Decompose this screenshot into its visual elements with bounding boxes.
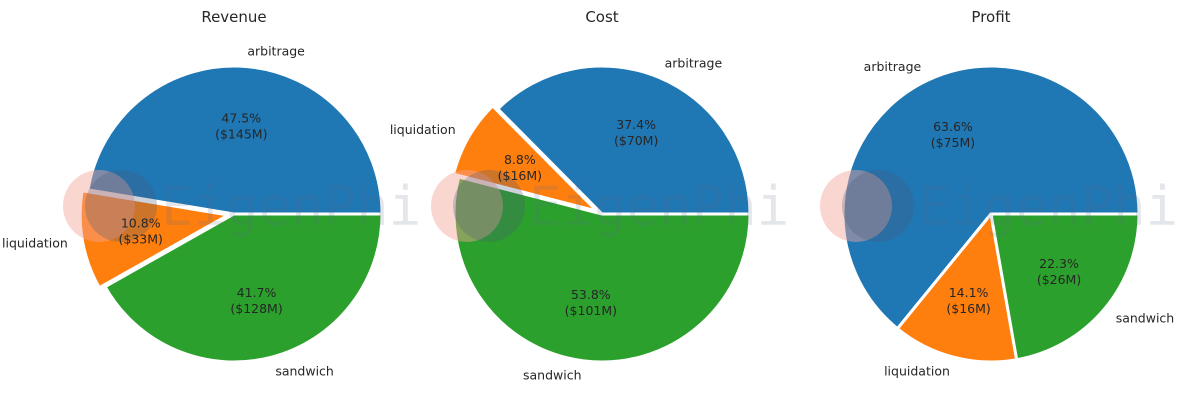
chart-title: Cost (585, 8, 618, 26)
pie-slices (452, 64, 752, 364)
chart-title: Profit (971, 8, 1010, 26)
pie-labels: arbitrage 63.6%($75M) liquidation 14.1%($16… (864, 59, 1175, 379)
category-label-arbitrage: arbitrage (864, 59, 922, 74)
percent-label-liquidation: 8.8% (504, 152, 536, 167)
pie-slice-sandwich (452, 175, 752, 364)
value-label-sandwich: ($26M) (1037, 272, 1081, 287)
percent-label-liquidation: 14.1% (949, 285, 989, 300)
pie-slice-sandwich (103, 212, 384, 364)
value-label-arbitrage: ($70M) (614, 133, 658, 148)
pie-slice-liquidation (78, 189, 230, 290)
value-label-liquidation: ($16M) (498, 168, 542, 183)
category-label-liquidation: liquidation (884, 364, 950, 379)
watermark: EigenPhi (431, 170, 789, 242)
pie-labels: arbitrage 47.5%($145M) liquidation 10.8%($3… (2, 44, 334, 379)
watermark: EigenPhi (820, 170, 1178, 242)
category-label-sandwich: sandwich (523, 368, 582, 383)
watermark-text: EigenPhi (529, 175, 789, 238)
watermark-logo-icon-inner (85, 170, 157, 242)
pie-slice-liquidation (452, 104, 599, 213)
pie-slice-arbitrage (86, 64, 384, 216)
pie-chart-profit: Profit EigenPhi arbitrage 63.6%($75M) liquid… (820, 8, 1178, 379)
percent-label-liquidation: 10.8% (121, 215, 161, 230)
value-label-sandwich: ($128M) (230, 301, 282, 316)
percent-label-sandwich: 41.7% (237, 285, 277, 300)
percent-label-arbitrage: 63.6% (933, 119, 973, 134)
pie-slice-liquidation (895, 212, 1019, 364)
percent-label-arbitrage: 37.4% (616, 117, 656, 132)
category-label-liquidation: liquidation (2, 235, 68, 250)
watermark-logo-icon (820, 170, 892, 242)
watermark: EigenPhi (63, 170, 421, 242)
pie-slice-arbitrage (841, 64, 1141, 331)
pie-chart-revenue: Revenue EigenPhi arbitrage 47.5%($145M) liqu… (2, 8, 421, 378)
category-label-sandwich: sandwich (275, 363, 334, 378)
percent-label-sandwich: 53.8% (571, 287, 611, 302)
category-label-sandwich: sandwich (1116, 311, 1175, 326)
watermark-text: EigenPhi (918, 175, 1178, 238)
pie-slices (78, 64, 384, 364)
pie-chart-cost: Cost EigenPhi arbitrage 37.4%($70M) liquidat… (390, 8, 789, 383)
pie-slice-arbitrage (496, 64, 752, 216)
chart-title: Revenue (201, 8, 266, 26)
value-label-arbitrage: ($145M) (215, 126, 267, 141)
pie-labels: arbitrage 37.4%($70M) liquidation 8.8%($16M… (390, 56, 723, 383)
category-label-arbitrage: arbitrage (665, 56, 723, 71)
watermark-logo-icon-inner (453, 170, 525, 242)
pie-slice-sandwich (989, 212, 1141, 362)
category-label-liquidation: liquidation (390, 122, 456, 137)
value-label-liquidation: ($16M) (946, 301, 990, 316)
watermark-text: EigenPhi (161, 175, 421, 238)
percent-label-sandwich: 22.3% (1039, 256, 1079, 271)
charts-layer: Revenue EigenPhi arbitrage 47.5%($145M) liqu… (2, 8, 1178, 383)
value-label-arbitrage: ($75M) (931, 135, 975, 150)
category-label-arbitrage: arbitrage (247, 44, 305, 59)
percent-label-arbitrage: 47.5% (221, 110, 261, 125)
pie-slices (841, 64, 1141, 364)
watermark-logo-icon (431, 170, 503, 242)
value-label-liquidation: ($33M) (119, 231, 163, 246)
watermark-logo-icon (63, 170, 135, 242)
value-label-sandwich: ($101M) (565, 303, 617, 318)
watermark-logo-icon-inner (842, 170, 914, 242)
